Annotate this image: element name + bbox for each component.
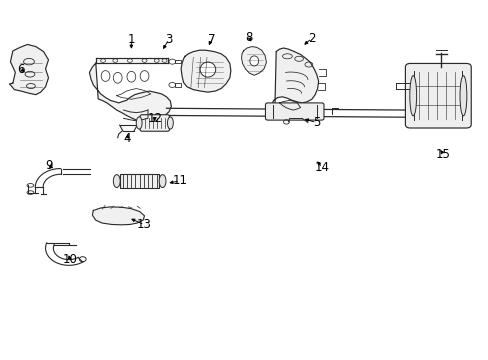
Polygon shape: [9, 44, 48, 95]
Text: 7: 7: [207, 33, 215, 46]
Ellipse shape: [200, 62, 215, 77]
Ellipse shape: [136, 117, 142, 129]
Text: 8: 8: [245, 31, 253, 44]
Polygon shape: [89, 63, 171, 123]
Bar: [175, 83, 181, 87]
Ellipse shape: [459, 76, 466, 116]
Bar: [175, 60, 181, 63]
Polygon shape: [181, 50, 230, 92]
Text: 13: 13: [137, 218, 152, 231]
Ellipse shape: [249, 56, 258, 66]
Polygon shape: [96, 58, 168, 63]
Ellipse shape: [159, 175, 165, 188]
Polygon shape: [241, 46, 266, 75]
Polygon shape: [271, 48, 318, 116]
Ellipse shape: [409, 76, 416, 116]
Ellipse shape: [167, 117, 173, 129]
Text: 15: 15: [435, 148, 450, 161]
Polygon shape: [92, 207, 144, 225]
Text: 3: 3: [165, 33, 172, 46]
Bar: [120, 174, 159, 188]
FancyBboxPatch shape: [265, 103, 324, 120]
Text: 10: 10: [62, 253, 77, 266]
Text: 2: 2: [307, 32, 315, 45]
Text: 9: 9: [45, 159, 53, 172]
Text: 14: 14: [314, 161, 329, 174]
Text: 11: 11: [172, 174, 187, 187]
Text: 12: 12: [147, 112, 162, 125]
Text: 4: 4: [123, 132, 131, 145]
FancyBboxPatch shape: [140, 115, 169, 131]
FancyBboxPatch shape: [405, 63, 470, 128]
Text: 5: 5: [312, 116, 320, 129]
Text: 1: 1: [127, 33, 135, 46]
Ellipse shape: [113, 175, 120, 188]
Text: 6: 6: [18, 63, 25, 76]
